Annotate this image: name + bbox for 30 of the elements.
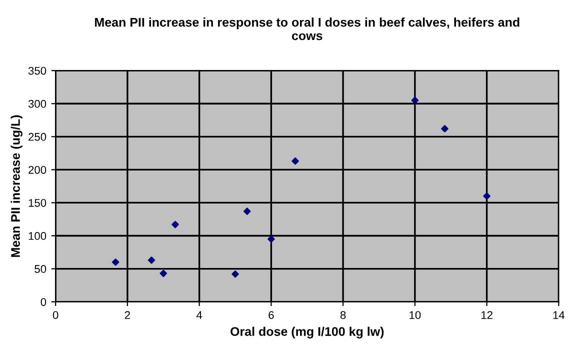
point — [172, 220, 179, 228]
point — [148, 256, 156, 264]
point — [243, 208, 251, 215]
y-tick-label: 150 — [28, 198, 46, 207]
chart-title: Mean PII increase in response to oral I doses in beef calves, heifers and cows — [95, 18, 520, 40]
x-tick-label: 8 — [340, 311, 346, 320]
y-axis-title: Mean PII increase (ug/L) — [10, 115, 22, 257]
x-axis-title: Oral dose (mg I/100 kg lw) — [230, 326, 384, 338]
y-tick-label: 0 — [40, 298, 46, 306]
y-tick-label: 200 — [28, 166, 46, 174]
point — [483, 192, 490, 200]
point — [232, 270, 239, 278]
y-tick-label: 350 — [28, 66, 46, 75]
y-tick-label: 100 — [28, 232, 46, 240]
x-tick-label: 0 — [52, 311, 58, 320]
point — [160, 270, 168, 278]
x-tick-label: 10 — [410, 311, 421, 320]
y-tick-label: 50 — [34, 265, 46, 273]
point — [292, 157, 299, 165]
point — [441, 125, 448, 132]
x-tick-label: 14 — [553, 311, 565, 319]
point — [112, 258, 120, 266]
x-tick-label: 12 — [481, 311, 492, 319]
x-tick-label: 6 — [268, 311, 274, 320]
point — [268, 235, 275, 243]
y-tick-label: 300 — [28, 100, 46, 108]
x-tick-label: 4 — [196, 311, 202, 319]
x-tick-label: 2 — [124, 311, 130, 319]
y-tick-label: 250 — [28, 132, 46, 141]
point — [411, 96, 419, 104]
